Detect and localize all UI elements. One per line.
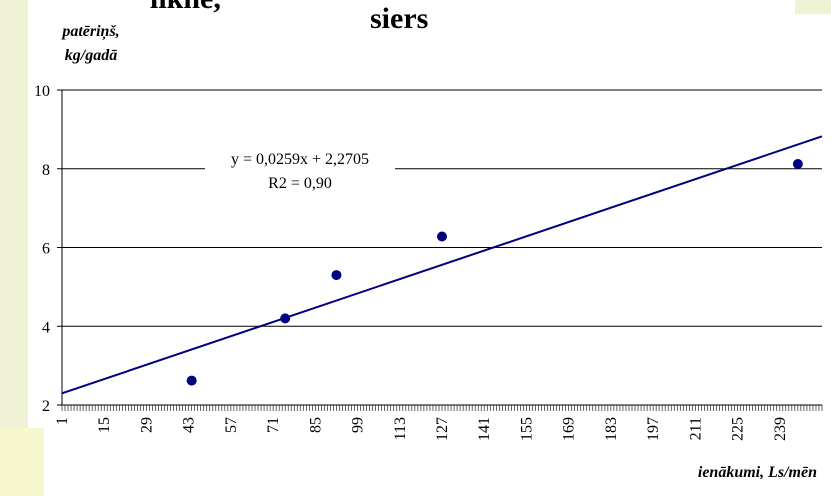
data-point bbox=[331, 270, 342, 281]
chart-title-fragment: likne, bbox=[150, 0, 221, 16]
y-tick-label: 6 bbox=[42, 241, 50, 258]
x-tick-label: 99 bbox=[350, 417, 367, 433]
x-tick-label: 197 bbox=[645, 417, 662, 441]
x-tick-label: 57 bbox=[223, 417, 240, 433]
x-axis-label: ienākumi, Ls/mēn bbox=[697, 464, 817, 481]
trendline-equation-box: y = 0,0259x + 2,2705 R2 = 0,90 bbox=[205, 148, 395, 196]
chart-title: siers bbox=[370, 2, 429, 35]
x-tick-label: 43 bbox=[181, 417, 198, 433]
x-minor-ticks bbox=[61, 405, 823, 411]
data-point bbox=[186, 375, 197, 386]
x-tick-label: 141 bbox=[476, 417, 493, 441]
x-tick-label: 211 bbox=[687, 417, 704, 440]
background-panel-bottom bbox=[0, 428, 44, 496]
background-panel-left bbox=[0, 0, 28, 428]
data-point bbox=[280, 313, 291, 324]
x-tick-label: 239 bbox=[772, 417, 789, 441]
x-tick-label: 15 bbox=[96, 417, 113, 433]
x-tick-label: 71 bbox=[265, 417, 282, 433]
x-tick-label: 169 bbox=[561, 417, 578, 441]
x-tick-label: 183 bbox=[603, 417, 620, 441]
x-tick-label: 127 bbox=[434, 417, 451, 441]
x-tick-label: 85 bbox=[307, 417, 324, 433]
x-tick-label: 113 bbox=[392, 417, 409, 440]
x-tick-label: 225 bbox=[730, 417, 747, 441]
x-tick-label: 29 bbox=[138, 417, 155, 433]
x-tick-label: 155 bbox=[518, 417, 535, 441]
trendline-equation: y = 0,0259x + 2,2705 bbox=[230, 151, 370, 168]
y-tick-label: 2 bbox=[42, 398, 50, 415]
background-panel-right bbox=[795, 0, 831, 14]
y-tick-label: 10 bbox=[34, 83, 50, 100]
trendline-r2: R2 = 0,90 bbox=[268, 175, 332, 192]
data-point bbox=[792, 159, 803, 170]
y-tick-label: 4 bbox=[42, 319, 50, 336]
x-tick-label: 1 bbox=[54, 417, 71, 425]
trendline bbox=[61, 135, 823, 395]
y-axis-label: patēriņš, kg/gadā bbox=[62, 23, 120, 64]
y-tick-label: 8 bbox=[42, 162, 50, 179]
data-point bbox=[437, 231, 447, 242]
